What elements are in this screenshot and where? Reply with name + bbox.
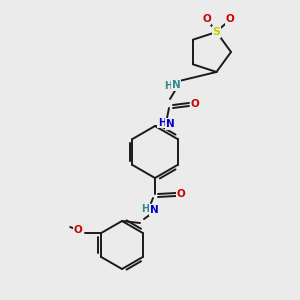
Text: N: N	[166, 119, 174, 129]
Text: O: O	[202, 14, 211, 24]
Text: H: H	[141, 204, 149, 214]
Text: N: N	[172, 80, 180, 90]
Text: O: O	[190, 99, 200, 109]
Text: O: O	[74, 225, 82, 235]
Text: O: O	[225, 14, 234, 24]
Text: H: H	[158, 118, 166, 128]
Text: S: S	[212, 27, 220, 37]
Text: H: H	[164, 81, 172, 91]
Text: O: O	[177, 189, 185, 199]
Text: N: N	[150, 205, 158, 215]
